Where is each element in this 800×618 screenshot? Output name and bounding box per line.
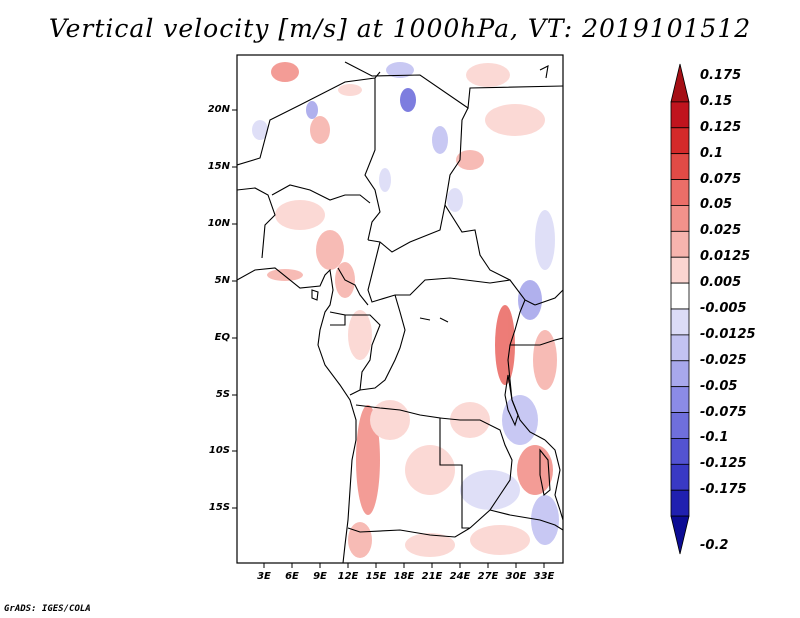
latitude-ticks <box>232 109 237 509</box>
colorbar-label: 0.1 <box>700 145 724 161</box>
lon-label: 21E <box>421 571 443 582</box>
colorbar <box>670 63 690 555</box>
colorbar-label: 0.0125 <box>700 249 751 265</box>
lon-label: 27E <box>477 571 499 582</box>
lon-label: 3E <box>257 571 271 582</box>
colorbar-label: -0.075 <box>700 404 747 420</box>
lat-label: 20N <box>207 104 230 115</box>
colorbar-label: 0.15 <box>700 93 733 109</box>
colorbar-label: 0.175 <box>700 68 742 83</box>
lon-label: 9E <box>313 571 327 582</box>
colorbar-segment <box>670 101 690 129</box>
grads-footer: GrADS: IGES/COLA <box>4 604 91 614</box>
colorbar-segment <box>670 256 690 284</box>
colorbar-segment <box>670 127 690 155</box>
longitude-ticks <box>263 563 545 568</box>
colorbar-label: -0.0125 <box>700 326 756 342</box>
lon-label: 33E <box>533 571 555 582</box>
lon-label: 12E <box>337 571 359 582</box>
lat-label: 15S <box>208 502 230 513</box>
lat-label: 5S <box>215 389 230 400</box>
colorbar-label: 0.05 <box>700 197 733 213</box>
lat-label: 5N <box>214 275 230 286</box>
colorbar-segment <box>670 515 690 555</box>
colorbar-label: 0.075 <box>700 171 742 187</box>
colorbar-segment <box>670 179 690 206</box>
colorbar-segment <box>670 230 690 258</box>
colorbar-segment <box>670 153 690 180</box>
colorbar-label: -0.1 <box>700 430 729 446</box>
colorbar-label: -0.2 <box>700 538 729 553</box>
colorbar-label: -0.175 <box>700 482 747 498</box>
colorbar-label: -0.025 <box>700 352 747 368</box>
colorbar-segment <box>670 205 690 232</box>
lon-label: 24E <box>449 571 471 582</box>
colorbar-segment <box>670 489 690 517</box>
colorbar-segment <box>670 334 690 362</box>
map-frame <box>236 54 564 564</box>
colorbar-segment <box>670 438 690 465</box>
colorbar-label: -0.005 <box>700 301 747 316</box>
velocity-field <box>252 62 559 558</box>
lat-label: 15N <box>207 161 230 172</box>
colorbar-label: 0.005 <box>700 275 742 291</box>
lon-label: 6E <box>285 571 299 582</box>
lon-label: 15E <box>365 571 387 582</box>
colorbar-segment <box>670 360 690 388</box>
lon-label: 18E <box>393 571 415 582</box>
colorbar-label: 0.125 <box>700 119 742 135</box>
map-area <box>237 55 563 563</box>
colorbar-segment <box>670 463 690 491</box>
colorbar-segment <box>670 63 690 103</box>
colorbar-segment <box>670 412 690 439</box>
colorbar-segment <box>670 386 690 413</box>
lon-label: 30E <box>505 571 527 582</box>
lat-label: 10S <box>208 445 230 456</box>
colorbar-label: 0.025 <box>700 223 742 239</box>
lat-label: 10N <box>207 218 230 229</box>
country-borders <box>237 61 563 563</box>
lat-label: EQ <box>214 332 230 343</box>
colorbar-segment <box>670 282 690 310</box>
colorbar-label: -0.125 <box>700 456 747 472</box>
map-title: Vertical velocity [m/s] at 1000hPa, VT: … <box>48 14 752 43</box>
colorbar-segment <box>670 308 690 336</box>
colorbar-label: -0.05 <box>700 378 738 394</box>
